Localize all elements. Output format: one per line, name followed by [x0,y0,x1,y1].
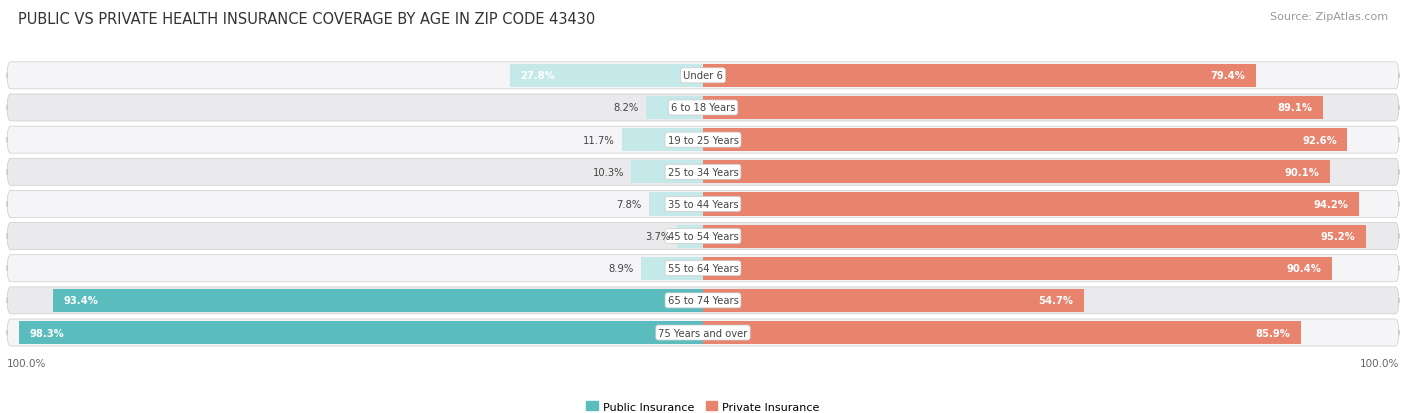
Text: 6 to 18 Years: 6 to 18 Years [671,103,735,113]
Text: 25 to 34 Years: 25 to 34 Years [668,167,738,177]
Text: 19 to 25 Years: 19 to 25 Years [668,135,738,145]
Text: 95.2%: 95.2% [1320,232,1355,242]
FancyBboxPatch shape [7,255,1399,282]
Text: 35 to 44 Years: 35 to 44 Years [668,199,738,209]
Text: 54.7%: 54.7% [1038,296,1073,306]
Text: 98.3%: 98.3% [30,328,65,338]
Text: 92.6%: 92.6% [1302,135,1337,145]
FancyBboxPatch shape [7,95,1399,122]
FancyBboxPatch shape [7,191,1399,218]
Bar [53,289,703,312]
Bar [18,321,703,344]
Text: 100.0%: 100.0% [1360,358,1399,368]
Bar [703,97,1323,120]
Text: 90.1%: 90.1% [1285,167,1320,177]
Text: 65 to 74 Years: 65 to 74 Years [668,296,738,306]
Bar [703,321,1301,344]
Bar [648,193,703,216]
Bar [703,161,1330,184]
Bar [703,193,1358,216]
Text: 45 to 54 Years: 45 to 54 Years [668,232,738,242]
Text: 11.7%: 11.7% [583,135,614,145]
FancyBboxPatch shape [7,287,1399,314]
Bar [703,257,1331,280]
FancyBboxPatch shape [7,159,1399,186]
Text: 10.3%: 10.3% [593,167,624,177]
Text: Under 6: Under 6 [683,71,723,81]
Bar [645,97,703,120]
Text: Source: ZipAtlas.com: Source: ZipAtlas.com [1270,12,1388,22]
Bar [703,289,1084,312]
Text: 7.8%: 7.8% [616,199,641,209]
FancyBboxPatch shape [7,63,1399,90]
Bar [703,225,1365,248]
FancyBboxPatch shape [7,223,1399,250]
Bar [641,257,703,280]
Text: 27.8%: 27.8% [520,71,555,81]
Bar [703,64,1256,88]
Text: 79.4%: 79.4% [1211,71,1246,81]
Text: 8.9%: 8.9% [609,263,634,273]
Text: PUBLIC VS PRIVATE HEALTH INSURANCE COVERAGE BY AGE IN ZIP CODE 43430: PUBLIC VS PRIVATE HEALTH INSURANCE COVER… [18,12,596,27]
Bar [509,64,703,88]
Legend: Public Insurance, Private Insurance: Public Insurance, Private Insurance [582,396,824,413]
Bar [678,225,703,248]
Text: 8.2%: 8.2% [614,103,638,113]
Text: 94.2%: 94.2% [1313,199,1348,209]
Text: 90.4%: 90.4% [1286,263,1322,273]
Bar [631,161,703,184]
Text: 93.4%: 93.4% [63,296,98,306]
Bar [621,129,703,152]
FancyBboxPatch shape [7,127,1399,154]
Text: 100.0%: 100.0% [7,358,46,368]
FancyBboxPatch shape [7,319,1399,346]
Text: 85.9%: 85.9% [1256,328,1291,338]
Text: 3.7%: 3.7% [645,232,671,242]
Text: 55 to 64 Years: 55 to 64 Years [668,263,738,273]
Bar [703,129,1347,152]
Text: 89.1%: 89.1% [1278,103,1313,113]
Text: 75 Years and over: 75 Years and over [658,328,748,338]
